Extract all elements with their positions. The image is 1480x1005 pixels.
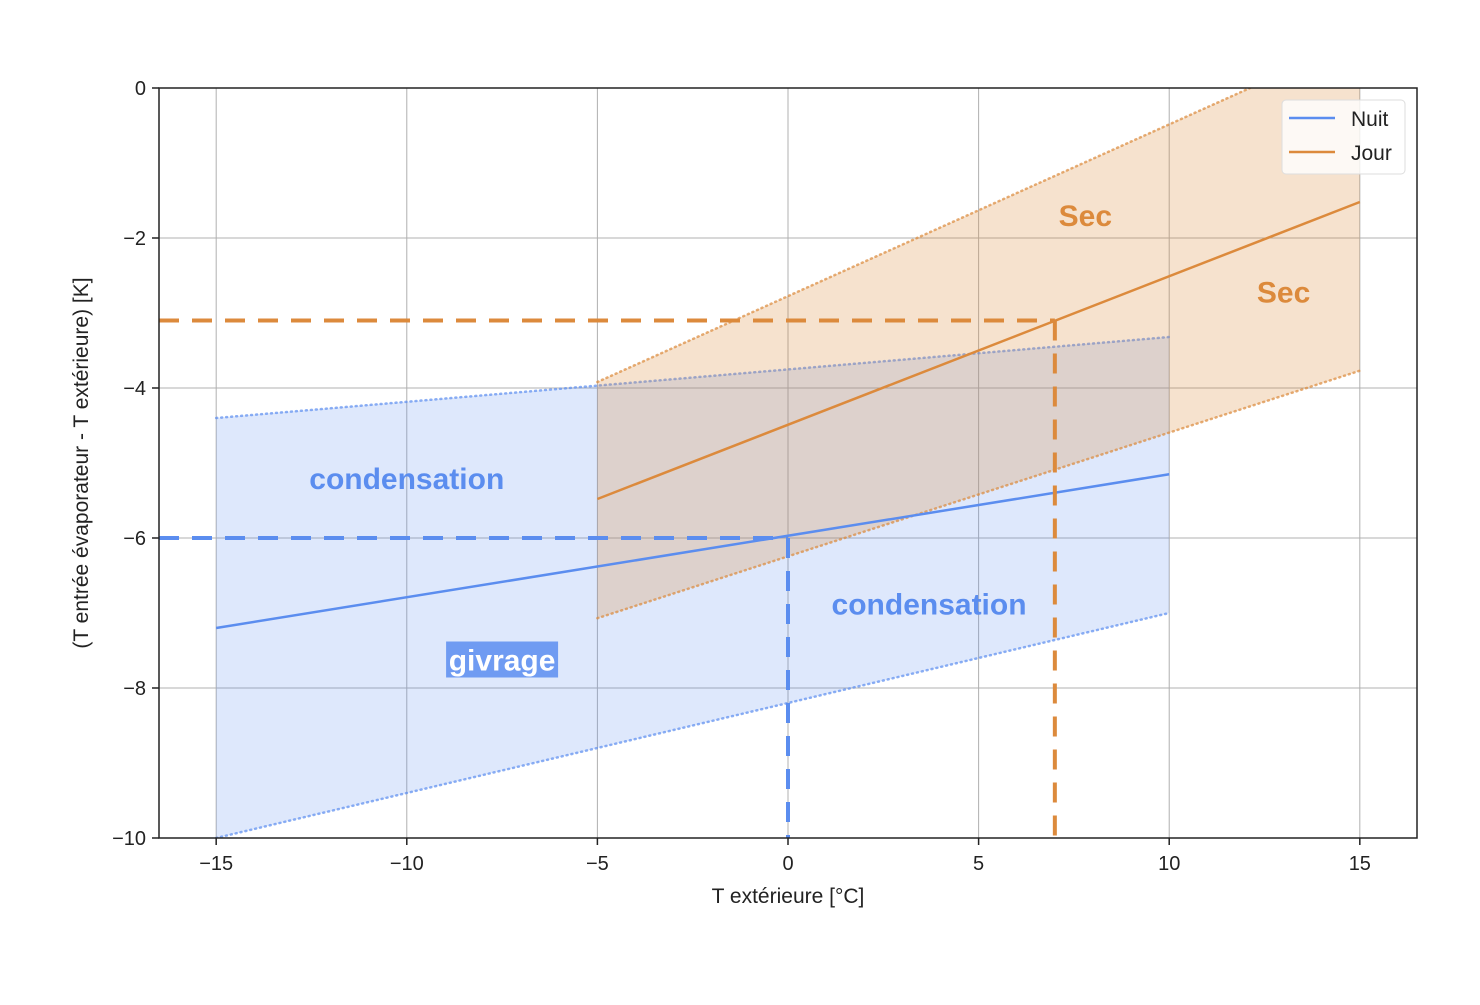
y-tick-label: −10: [112, 828, 146, 850]
nuit-band-upper: [214, 335, 1171, 420]
y-tick-label: 0: [135, 78, 146, 100]
x-tick-label: 5: [973, 853, 984, 875]
x-tick-label: −5: [586, 853, 609, 875]
x-tick-label: 10: [1158, 853, 1180, 875]
annotation-box: [446, 641, 559, 678]
legend-label-nuit: Nuit: [1351, 108, 1389, 131]
annotation-sec: Sec: [1257, 276, 1310, 309]
annotation-condensation: condensation: [832, 588, 1027, 621]
jour-band-upper: [596, 88, 1253, 384]
jour-band: [597, 88, 1360, 619]
jour-band-lower: [596, 369, 1362, 620]
nuit-band-lower: [214, 611, 1171, 838]
reference-lines: [159, 318, 1057, 838]
x-axis-label: T extérieure [°C]: [712, 885, 865, 908]
x-tick-label: −10: [390, 853, 424, 875]
annotation-givrage: givrage: [449, 645, 556, 678]
y-tick-label: −4: [123, 378, 146, 400]
y-tick-label: −6: [123, 528, 146, 550]
ticks: −15 −10 −5 0 5 10 15 0 −2 −4 −6 −8 −10: [112, 78, 1371, 875]
x-tick-label: 15: [1349, 853, 1371, 875]
y-tick-label: −2: [123, 228, 146, 250]
y-axis-label: (T entrée évaporateur - T extérieure) [K…: [70, 277, 93, 648]
annotation-condensation: condensation: [309, 463, 504, 496]
series-lines: [215, 200, 1361, 630]
y-tick-label: −8: [123, 678, 146, 700]
bands: [214, 88, 1362, 838]
annotations: condensation condensation givrage Sec Sec: [309, 200, 1310, 678]
legend: Nuit Jour: [1281, 99, 1406, 175]
legend-label-jour: Jour: [1351, 142, 1392, 165]
nuit-line: [215, 473, 1170, 630]
x-tick-label: 0: [782, 853, 793, 875]
x-tick-label: −15: [199, 853, 233, 875]
annotation-sec: Sec: [1059, 200, 1112, 233]
jour-line: [596, 200, 1361, 501]
